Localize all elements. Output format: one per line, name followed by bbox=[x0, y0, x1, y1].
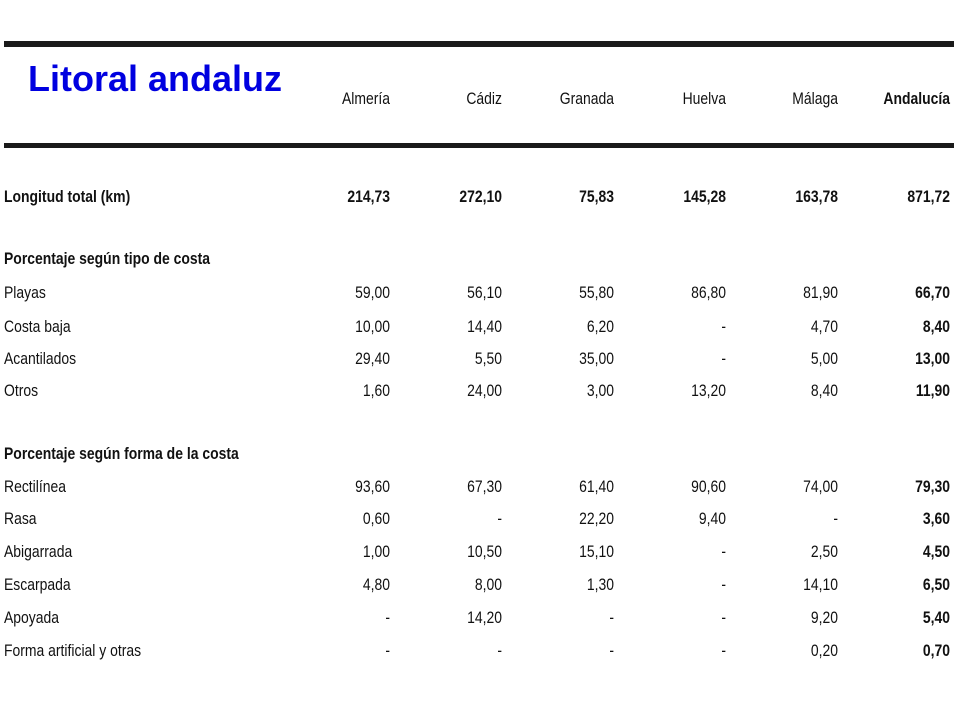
table-cell: 6,20 bbox=[586, 317, 614, 336]
table-cell: - bbox=[721, 608, 726, 627]
table-cell: 4,70 bbox=[810, 317, 838, 336]
table-cell: 75,83 bbox=[579, 187, 614, 206]
table-cell: 13,20 bbox=[691, 381, 726, 400]
column-header-huelva: Huelva bbox=[682, 89, 726, 108]
table-cell: - bbox=[609, 608, 614, 627]
table-cell: 3,00 bbox=[586, 381, 614, 400]
table-cell: 1,30 bbox=[586, 575, 614, 594]
table-cell: - bbox=[497, 641, 502, 660]
table-cell: - bbox=[721, 542, 726, 561]
table-cell: 214,73 bbox=[347, 187, 390, 206]
table-cell: 163,78 bbox=[795, 187, 838, 206]
table-cell: 66,70 bbox=[915, 283, 950, 302]
table-cell: - bbox=[833, 509, 838, 528]
table-cell: 67,30 bbox=[467, 477, 502, 496]
table-cell: 55,80 bbox=[579, 283, 614, 302]
table-cell: 86,80 bbox=[691, 283, 726, 302]
table-cell: 79,30 bbox=[915, 477, 950, 496]
page-title: Litoral andaluz bbox=[28, 58, 283, 99]
table-cell: 5,50 bbox=[474, 349, 502, 368]
table-cell: 11,90 bbox=[915, 381, 950, 400]
column-header-andalucía: Andalucía bbox=[883, 89, 950, 108]
row-label: Abigarrada bbox=[4, 542, 73, 561]
table-cell: 14,40 bbox=[467, 317, 502, 336]
table-cell: 5,40 bbox=[922, 608, 950, 627]
row-label: Playas bbox=[4, 283, 46, 302]
table-cell: 1,60 bbox=[362, 381, 390, 400]
table-cell: - bbox=[609, 641, 614, 660]
table-cell: 8,00 bbox=[474, 575, 502, 594]
table-cell: 10,00 bbox=[355, 317, 390, 336]
table-cell: 3,60 bbox=[922, 509, 950, 528]
table-cell: 15,10 bbox=[579, 542, 614, 561]
column-header-granada: Granada bbox=[559, 89, 614, 108]
table-cell: 10,50 bbox=[467, 542, 502, 561]
table-cell: - bbox=[497, 509, 502, 528]
table-cell: 871,72 bbox=[907, 187, 950, 206]
table-cell: 9,20 bbox=[810, 608, 838, 627]
table-cell: 35,00 bbox=[579, 349, 614, 368]
row-label: Costa baja bbox=[4, 317, 71, 336]
row-label: Escarpada bbox=[4, 575, 71, 594]
table-cell: 56,10 bbox=[467, 283, 502, 302]
table-cell: - bbox=[385, 608, 390, 627]
table-cell: 8,40 bbox=[810, 381, 838, 400]
table-cell: 93,60 bbox=[355, 477, 390, 496]
table-cell: 14,20 bbox=[467, 608, 502, 627]
table-cell: 22,20 bbox=[579, 509, 614, 528]
table-cell: 90,60 bbox=[691, 477, 726, 496]
table-cell: 4,80 bbox=[362, 575, 390, 594]
row-label: Rasa bbox=[4, 509, 37, 528]
column-header-cádiz: Cádiz bbox=[466, 89, 502, 108]
table-cell: 4,50 bbox=[922, 542, 950, 561]
section-heading: Porcentaje según tipo de costa bbox=[4, 249, 211, 268]
table-cell: 13,00 bbox=[915, 349, 950, 368]
table-cell: 29,40 bbox=[355, 349, 390, 368]
table-cell: 272,10 bbox=[459, 187, 502, 206]
table-cell: - bbox=[721, 317, 726, 336]
table-cell: - bbox=[721, 575, 726, 594]
table-cell: 74,00 bbox=[803, 477, 838, 496]
table-cell: - bbox=[721, 641, 726, 660]
table-header-rule bbox=[4, 143, 954, 148]
table-cell: 6,50 bbox=[922, 575, 950, 594]
table-cell: 24,00 bbox=[467, 381, 502, 400]
table-cell: 5,00 bbox=[810, 349, 838, 368]
table-cell: 1,00 bbox=[362, 542, 390, 561]
table-cell: 0,70 bbox=[922, 641, 950, 660]
table-cell: 59,00 bbox=[355, 283, 390, 302]
column-header-málaga: Málaga bbox=[792, 89, 838, 108]
table-cell: 61,40 bbox=[579, 477, 614, 496]
table-cell: 0,60 bbox=[362, 509, 390, 528]
row-label: Acantilados bbox=[4, 349, 77, 368]
row-label: Apoyada bbox=[4, 608, 60, 627]
table-cell: 8,40 bbox=[922, 317, 950, 336]
table-cell: 0,20 bbox=[810, 641, 838, 660]
table-cell: 9,40 bbox=[698, 509, 726, 528]
row-label: Longitud total (km) bbox=[4, 187, 131, 206]
table-cell: 81,90 bbox=[803, 283, 838, 302]
row-label: Otros bbox=[4, 381, 39, 400]
row-label: Rectilínea bbox=[4, 477, 66, 496]
table-top-rule bbox=[4, 41, 954, 47]
table-cell: - bbox=[721, 349, 726, 368]
table-cell: 2,50 bbox=[810, 542, 838, 561]
table-cell: 14,10 bbox=[803, 575, 838, 594]
table-cell: 145,28 bbox=[683, 187, 726, 206]
row-label: Forma artificial y otras bbox=[4, 641, 142, 660]
table-cell: - bbox=[385, 641, 390, 660]
column-header-almería: Almería bbox=[341, 89, 390, 108]
section-heading: Porcentaje según forma de la costa bbox=[4, 444, 239, 463]
